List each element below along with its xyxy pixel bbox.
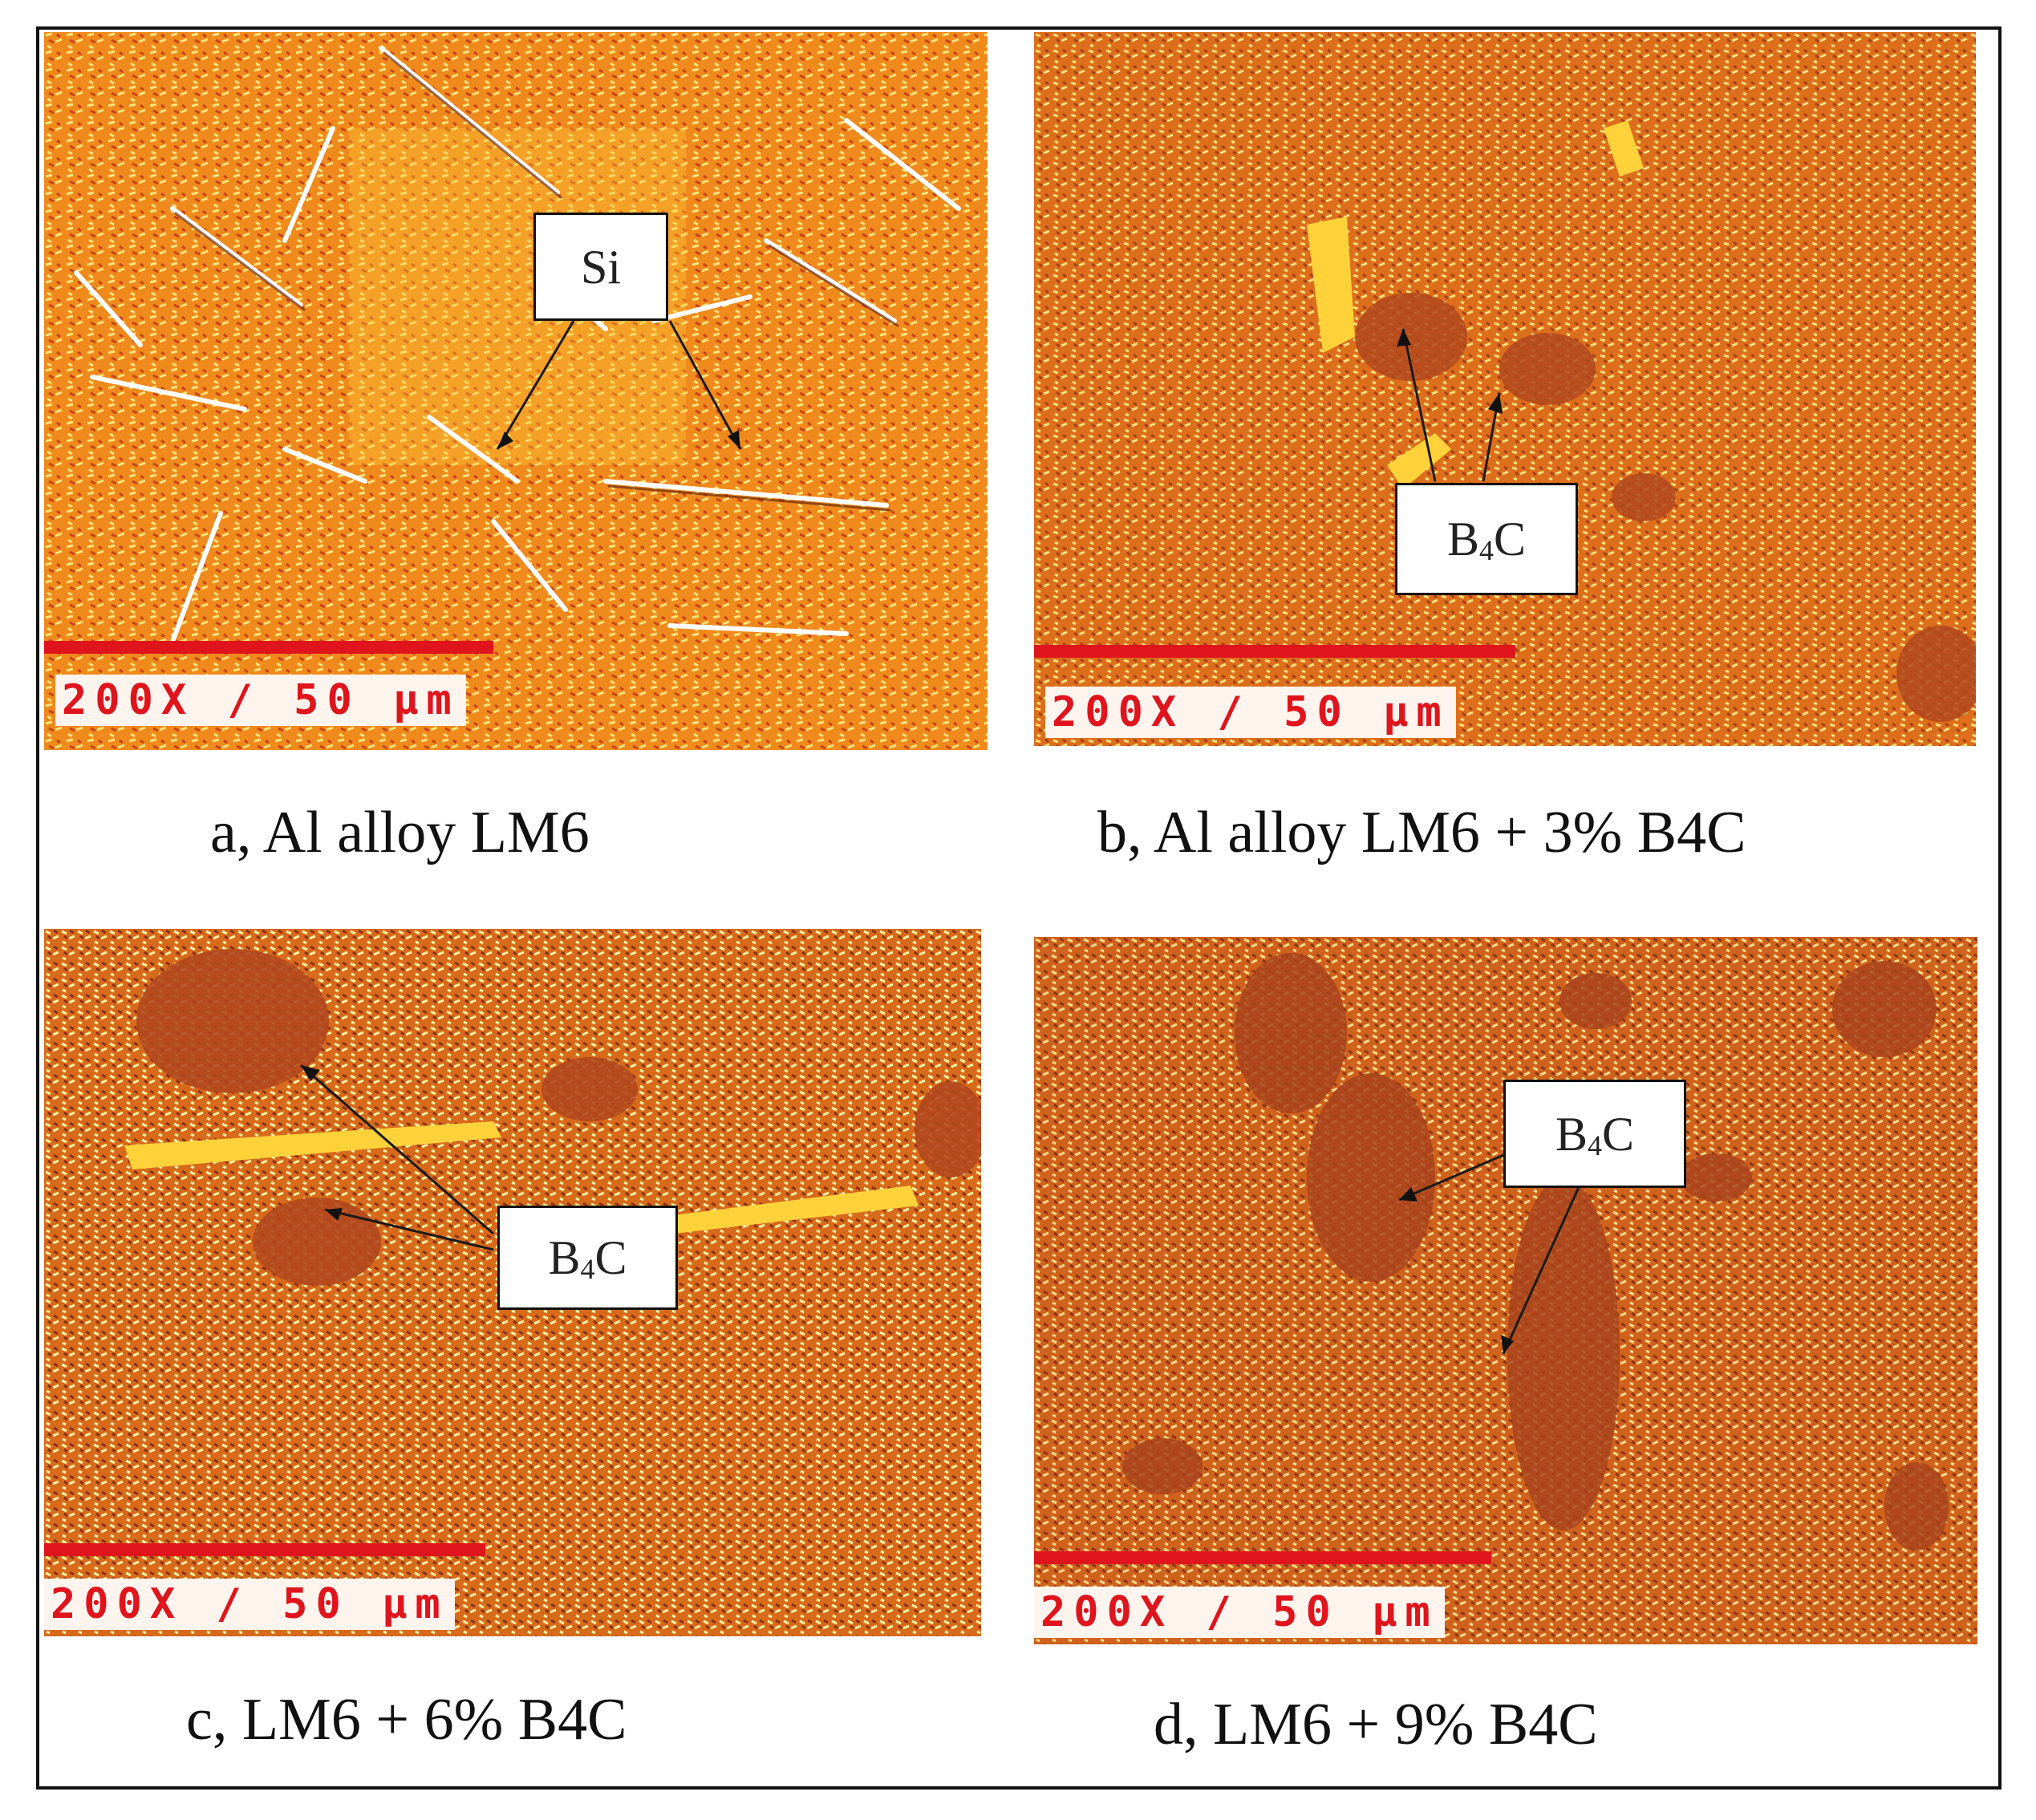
scale-bar: [44, 641, 493, 654]
b4c-label-b: B: [1446, 513, 1479, 565]
caption-panel-d: d, LM6 + 9% B4C: [1154, 1692, 1598, 1757]
b4c-label-c: C: [594, 1231, 627, 1284]
scale-label: 200X / 50 μm: [1045, 687, 1456, 738]
micrograph-a-image: [44, 32, 988, 750]
phase-label-si: Si: [533, 213, 668, 321]
micrograph-panel-d: B4C 200X / 50 μm: [1034, 937, 1977, 1644]
b4c-label-c: C: [1602, 1108, 1635, 1161]
caption-panel-c: c, LM6 + 6% B4C: [186, 1687, 627, 1753]
scale-label: 200X / 50 μm: [1034, 1587, 1445, 1638]
micrograph-panel-a: Si 200X / 50 μm: [44, 32, 988, 750]
micrograph-b-image: [1034, 32, 1976, 746]
b4c-label-sub: 4: [1479, 534, 1494, 566]
b4c-label-sub: 4: [580, 1253, 595, 1285]
phase-label-si-text: Si: [580, 241, 622, 294]
b4c-label-b: B: [548, 1231, 581, 1284]
phase-label-b4c: B4C: [497, 1206, 678, 1310]
micrograph-panel-c: B4C 200X / 50 μm: [44, 929, 981, 1636]
scale-label: 200X / 50 μm: [55, 675, 466, 726]
caption-panel-a: a, Al alloy LM6: [210, 800, 590, 865]
micrograph-panel-b: B4C 200X / 50 μm: [1034, 32, 1976, 746]
phase-label-b4c: B4C: [1395, 483, 1578, 595]
b4c-label-b: B: [1555, 1108, 1588, 1161]
scale-bar: [1034, 645, 1515, 658]
scale-label: 200X / 50 μm: [44, 1579, 455, 1630]
micrograph-d-image: [1034, 937, 1977, 1644]
caption-panel-b: b, Al alloy LM6 + 3% B4C: [1097, 800, 1746, 865]
b4c-label-c: C: [1494, 513, 1527, 565]
phase-label-b4c: B4C: [1503, 1080, 1686, 1188]
scale-bar: [1034, 1551, 1491, 1564]
b4c-label-sub: 4: [1588, 1129, 1602, 1161]
scale-bar: [44, 1543, 485, 1556]
